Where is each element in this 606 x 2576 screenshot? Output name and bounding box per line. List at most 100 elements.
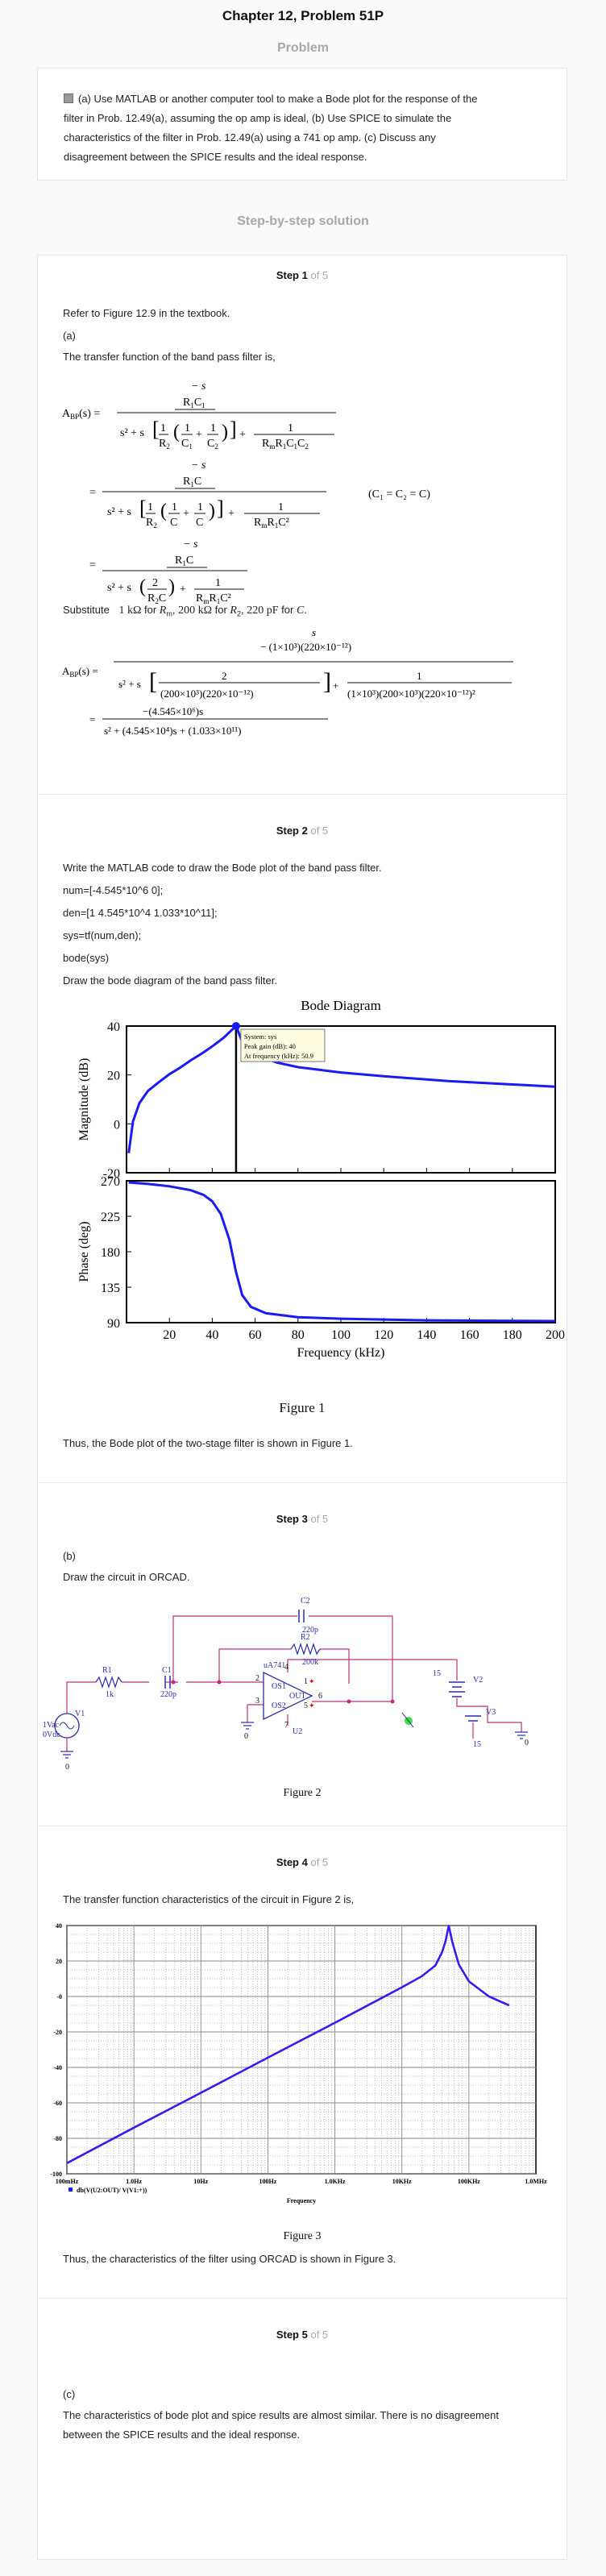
svg-text:1: 1: [215, 577, 221, 589]
spice-ytick-label: -0: [56, 1993, 62, 2001]
svg-text:): ): [209, 501, 215, 521]
chapter-title: Chapter 12, Problem 51P: [222, 8, 384, 23]
r1-value: 1k: [106, 1690, 114, 1699]
svg-text:(1×10³)(200×10³)(220×10⁻¹²)²: (1×10³)(200×10³)(220×10⁻¹²)²: [347, 688, 475, 700]
svg-text:s² + s: s² + s: [120, 427, 144, 439]
bode-title: Bode Diagram: [301, 998, 381, 1013]
svg-text:s² + s: s² + s: [118, 678, 141, 690]
svg-text:]: ]: [230, 418, 237, 441]
bode-xtick-label: 100: [331, 1328, 351, 1342]
step-2-line-3: den=[1 4.545*10^4 1.033*10^11];: [63, 907, 218, 919]
spice-xtick-label: 100mHz: [56, 2178, 79, 2185]
step-3-header: Step 3 of 5: [276, 1513, 329, 1525]
c2-label: C2: [301, 1597, 310, 1606]
bode-xtick-label: 20: [163, 1328, 176, 1342]
svg-text:+: +: [183, 508, 189, 520]
os1-label: OS1: [272, 1682, 286, 1691]
v1-label: V1: [75, 1710, 85, 1718]
pin-7: 7: [284, 1721, 288, 1730]
svg-text:−(4.545×10⁶)s: −(4.545×10⁶)s: [143, 705, 203, 717]
datatip-line: Peak gain (dB): 40: [244, 1042, 296, 1050]
magnitude-ytick-label: 20: [107, 1070, 120, 1083]
pin-3: 3: [255, 1697, 259, 1706]
spice-xtick-label: 10Hz: [193, 2178, 208, 2185]
phase-ytick-label: 270: [101, 1175, 120, 1189]
step-4-header: Step 4 of 5: [276, 1856, 329, 1868]
step-1-line-2: (a): [63, 330, 76, 342]
phase-ytick-label: 135: [101, 1282, 120, 1295]
bode-xtick-label: 200: [546, 1328, 565, 1342]
step-5-line-3: between the SPICE results and the ideal …: [63, 2429, 301, 2441]
spice-ytick-label: 40: [56, 1922, 62, 1930]
svg-text:− s: − s: [191, 459, 206, 472]
step-4-line-1: The transfer function characteristics of…: [63, 1893, 355, 1905]
svg-text:(: (: [173, 422, 180, 442]
spice-xtick-label: 1.0Hz: [126, 2178, 142, 2185]
v2-value: 15: [433, 1669, 441, 1678]
c1-label: C1: [162, 1666, 172, 1675]
v3-value: 15: [473, 1740, 481, 1749]
step-5-header: Step 5 of 5: [276, 2329, 329, 2341]
svg-text:s² + (4.545×10⁴)s + (1.033×10¹: s² + (4.545×10⁴)s + (1.033×10¹¹): [104, 725, 242, 737]
svg-text:✦: ✦: [309, 1701, 315, 1710]
magnitude-axes: [126, 1025, 556, 1174]
svg-text:s: s: [312, 626, 316, 638]
svg-text:1: 1: [210, 422, 216, 434]
spice-ytick-label: -60: [53, 2100, 62, 2107]
phase-ytick-label: 225: [101, 1211, 120, 1224]
step-5-line-1: (c): [63, 2388, 76, 2400]
spice-legend-marker: [68, 2188, 73, 2192]
svg-text:C1: C1: [181, 438, 193, 451]
bode-xtick-label: 180: [503, 1328, 522, 1342]
svg-text:C: C: [196, 517, 203, 529]
v1-value-dc: 0Vdc: [43, 1730, 60, 1739]
r1-label: R1: [102, 1666, 112, 1675]
opamp-label: uA741: [264, 1661, 285, 1670]
spice-legend: db(V(U2:OUT)/ V(V1:+)): [77, 2187, 147, 2194]
svg-text:s² + s: s² + s: [107, 582, 131, 594]
c2-value: 220p: [302, 1626, 318, 1635]
datatip-line: At frequency (kHz): 50.9: [244, 1052, 313, 1060]
phase-ytick-label: 90: [107, 1317, 120, 1331]
step-2-line-1: Write the MATLAB code to draw the Bode p…: [63, 862, 382, 874]
figure-2-caption: Figure 2: [283, 1787, 322, 1799]
magnitude-ylabel: Magnitude (dB): [77, 1058, 91, 1141]
datatip-box: [240, 1028, 326, 1062]
ground-label-supply: 0: [525, 1739, 529, 1747]
datatip-line: System: sys: [244, 1032, 276, 1041]
os2-label: OS2: [272, 1701, 286, 1710]
svg-text:+: +: [228, 508, 235, 520]
pin-6: 6: [318, 1692, 322, 1701]
figure-3-caption: Figure 3: [283, 2230, 322, 2242]
problem-line-3: characteristics of the filter in Prob. 1…: [64, 131, 436, 143]
svg-text:R2: R2: [146, 517, 157, 530]
problem-text: (a) Use MATLAB or another computer tool …: [64, 89, 555, 167]
svg-text:1: 1: [278, 501, 284, 513]
spice-xtick-label: 1.0KHz: [325, 2178, 346, 2185]
problem-label: Problem: [276, 41, 329, 55]
svg-text:1: 1: [172, 501, 177, 513]
transfer-function-equations: ABP(s) = − s R1C1 s² + s [ 1R2 ( 1C1 + 1…: [62, 380, 430, 605]
orcad-circuit: C2 220p R2 200k R1 1k C1 220p V1 1Vac 0V…: [43, 1597, 529, 1771]
svg-text:ABP(s) =: ABP(s) =: [62, 408, 100, 421]
u2-label: U2: [293, 1727, 302, 1736]
bode-xlabel: Frequency (kHz): [297, 1346, 385, 1360]
svg-text:1: 1: [185, 422, 190, 434]
r2-value: 200k: [302, 1658, 318, 1667]
step-1-line-3: The transfer function of the band pass f…: [63, 351, 276, 363]
phase-curve: [128, 1181, 556, 1323]
document-icon: [64, 93, 73, 103]
svg-text:1: 1: [160, 422, 166, 434]
bode-xtick-label: 60: [249, 1328, 262, 1342]
svg-text:s² + s: s² + s: [107, 506, 131, 518]
svg-text:RmR1C²: RmR1C²: [196, 592, 231, 605]
divider-4: [38, 2298, 567, 2299]
spice-ytick-label: -80: [53, 2135, 62, 2142]
solution-card: Step 1 of 5 Refer to Figure 12.9 in the …: [37, 255, 567, 2560]
v2-label: V2: [473, 1676, 483, 1685]
step-5-line-2: The characteristics of bode plot and spi…: [63, 2409, 499, 2421]
divider-1: [38, 794, 567, 795]
svg-text:): ): [168, 576, 175, 597]
phase-axes: [126, 1180, 556, 1323]
svg-text:]: ]: [217, 497, 224, 520]
